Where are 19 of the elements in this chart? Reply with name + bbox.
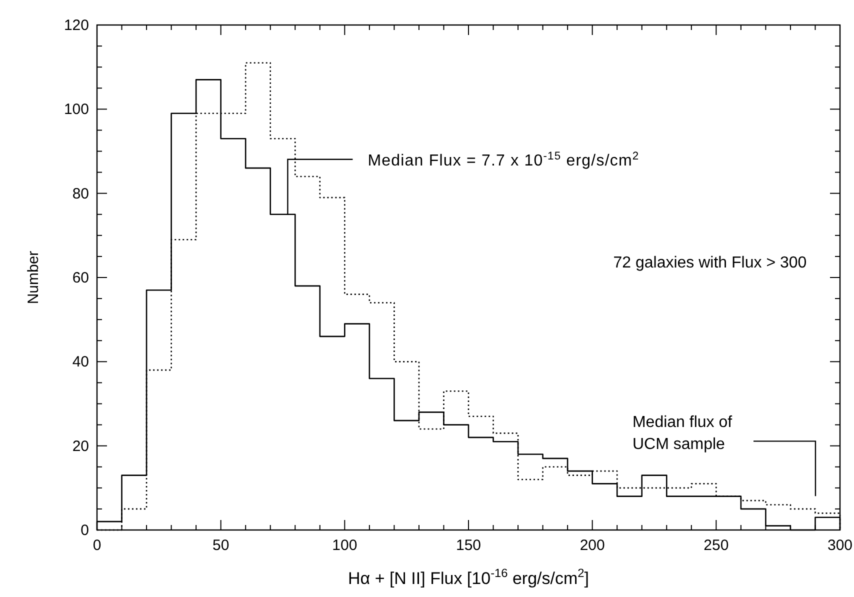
x-tick-label: 50 xyxy=(212,537,230,554)
y-tick-label: 40 xyxy=(72,354,89,371)
y-tick-label: 80 xyxy=(72,185,89,202)
x-tick-label: 100 xyxy=(332,537,358,554)
x-tick-label: 250 xyxy=(704,537,729,554)
y-tick-label: 0 xyxy=(80,522,89,539)
annotation: 72 galaxies with Flux > 300 xyxy=(613,254,807,272)
x-tick-label: 300 xyxy=(827,537,853,554)
y-tick-label: 100 xyxy=(64,101,89,118)
annotation: Median Flux = 7.7 x 10$^{-15}$ erg/s/cm$^{2}$ xyxy=(368,150,640,170)
annotation: Median flux of UCM sample xyxy=(632,414,733,454)
x-tick-label: 150 xyxy=(456,537,482,554)
y-tick-label: 60 xyxy=(72,270,89,286)
y-axis-title: Number xyxy=(25,250,42,304)
x-tick-label: 200 xyxy=(580,537,605,554)
x-axis-title: Hα + [N II] Flux [10$^{-16}$ erg/s/cm$^{2}$] xyxy=(348,566,590,588)
x-tick-label: 0 xyxy=(92,537,102,554)
y-tick-label: 20 xyxy=(72,438,89,455)
y-tick-label: 120 xyxy=(64,17,89,34)
